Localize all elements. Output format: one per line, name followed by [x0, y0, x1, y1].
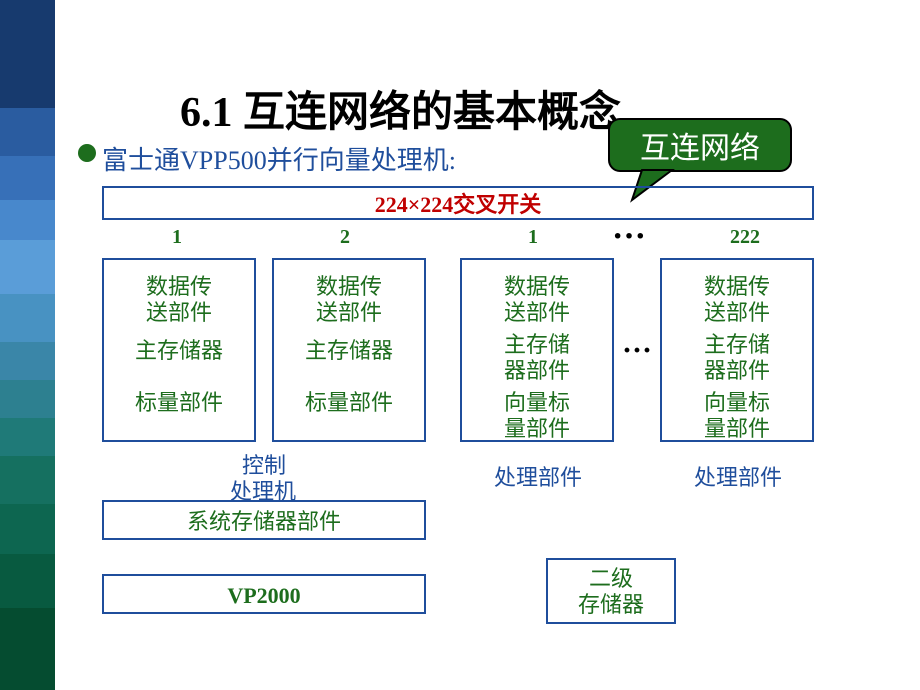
- column-label: 222: [730, 226, 760, 249]
- page-title: 6.1 互连网络的基本概念: [180, 78, 621, 139]
- processor-content: 数据传送部件主存储器标量部件: [274, 260, 424, 416]
- side-stripes: [0, 0, 55, 690]
- processor-box: 数据传送部件主存储器标量部件: [272, 258, 426, 442]
- stripe: [0, 108, 55, 156]
- column-label: 1: [528, 226, 538, 249]
- processor-content: 数据传送部件主存储器部件向量标量部件: [662, 260, 812, 442]
- secondary-storage-box: 二级存储器: [546, 558, 676, 624]
- callout-text: 互连网络: [640, 123, 760, 167]
- crossbar-box: 224×224交叉开关: [102, 186, 814, 220]
- vp2000-box: VP2000: [102, 574, 426, 614]
- bullet-icon: [78, 144, 96, 162]
- stripe: [0, 200, 55, 240]
- processor-content: 数据传送部件主存储器标量部件: [104, 260, 254, 416]
- secondary-storage-label: 二级存储器: [548, 560, 674, 618]
- stripe: [0, 342, 55, 380]
- processor-label: 处理部件: [694, 460, 782, 492]
- stripe: [0, 156, 55, 200]
- storage-box: 系统存储器部件: [102, 500, 426, 540]
- stripe: [0, 554, 55, 608]
- stripe: [0, 380, 55, 418]
- processor-box: 数据传送部件主存储器标量部件: [102, 258, 256, 442]
- top-dots: ···: [612, 218, 646, 256]
- stripe: [0, 294, 55, 342]
- column-label: 1: [172, 226, 182, 249]
- storage-label: 系统存储器部件: [104, 502, 424, 542]
- column-label: 2: [340, 226, 350, 249]
- vp2000-label: VP2000: [104, 576, 424, 616]
- stripe: [0, 608, 55, 690]
- processor-box: 数据传送部件主存储器部件向量标量部件: [660, 258, 814, 442]
- stripe: [0, 240, 55, 294]
- callout-label: 互连网络: [608, 118, 792, 172]
- stripe: [0, 0, 55, 108]
- processor-label: 处理部件: [494, 460, 582, 492]
- crossbar-label: 224×224交叉开关: [104, 188, 812, 222]
- stripe: [0, 418, 55, 456]
- stripe: [0, 456, 55, 504]
- subtitle: 富士通VPP500并行向量处理机:: [102, 140, 456, 177]
- stripe: [0, 504, 55, 554]
- processor-box: 数据传送部件主存储器部件向量标量部件: [460, 258, 614, 442]
- processor-content: 数据传送部件主存储器部件向量标量部件: [462, 260, 612, 442]
- mid-dots: ···: [622, 334, 652, 368]
